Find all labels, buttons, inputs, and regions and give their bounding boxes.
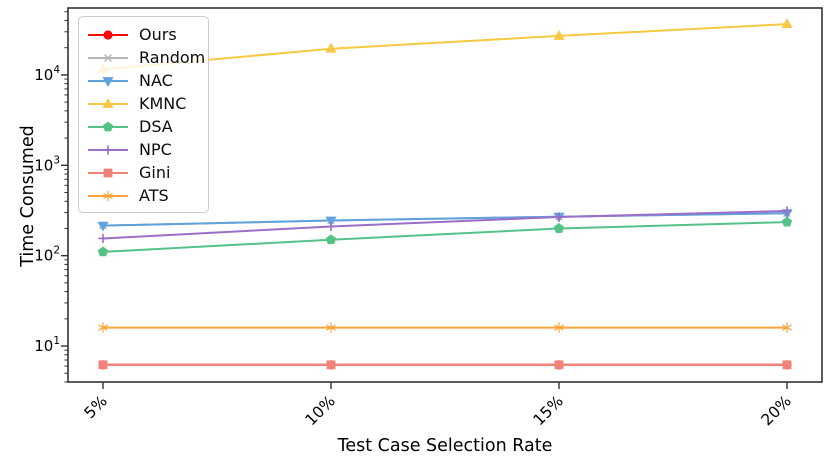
- series-marker-star-icon: [782, 322, 792, 333]
- x-axis-ticks: 5% 10% 15% 20%: [81, 382, 795, 429]
- series-marker-plus-icon: [554, 212, 564, 222]
- legend-label: Ours: [139, 24, 177, 44]
- series-dsa: [97, 216, 793, 257]
- legend-item-npc: NPC: [86, 138, 202, 161]
- series-marker-plus-icon: [103, 144, 113, 155]
- series-marker-plus-icon: [98, 233, 108, 244]
- legend-swatch: [88, 121, 128, 131]
- series-marker-triangle-up-icon: [553, 30, 565, 40]
- series-line: [102, 23, 788, 71]
- legend-item-kmnc: KMNC: [86, 92, 202, 115]
- y-axis-tick-label: 103: [34, 154, 60, 174]
- series-marker-star-icon: [98, 322, 108, 333]
- legend-item-nac: NAC: [86, 69, 202, 92]
- x-axis-tick-label: 20%: [758, 392, 795, 429]
- series-marker-plus-icon: [326, 221, 336, 232]
- legend-swatch: [88, 190, 128, 201]
- x-axis-label: Test Case Selection Rate: [337, 436, 553, 456]
- series-marker-square-icon: [782, 360, 792, 370]
- series-marker-triangle-down-icon: [325, 216, 337, 227]
- legend-swatch: [88, 76, 128, 87]
- legend-item-ours: Ours: [86, 23, 202, 46]
- y-axis-tick-label: 102: [34, 245, 60, 265]
- series-line: [102, 221, 788, 253]
- legend-item-gini: Gini: [86, 161, 202, 184]
- series-marker-pentagon-icon: [553, 223, 565, 233]
- x-axis-tick-label: 5%: [81, 392, 111, 422]
- legend-label: ATS: [139, 185, 169, 205]
- legend-swatch: [88, 53, 128, 62]
- legend-item-dsa: DSA: [86, 115, 202, 138]
- series-marker-square-icon: [326, 360, 336, 370]
- series-marker-square-icon: [554, 360, 564, 370]
- legend-swatch: [88, 29, 128, 40]
- series-npc: [98, 206, 792, 244]
- y-axis-label: Time Consumed: [18, 125, 38, 267]
- series-marker-square-icon: [103, 168, 113, 177]
- legend-item-random: Random: [86, 46, 206, 69]
- legend-label: Gini: [139, 162, 171, 182]
- series-marker-pentagon-icon: [781, 216, 793, 227]
- legend-swatch: [88, 144, 128, 155]
- x-axis-tick-label: 15%: [530, 392, 567, 429]
- series-marker-plus-icon: [782, 206, 792, 216]
- series-marker-triangle-down-icon: [102, 76, 114, 87]
- y-axis-tick-label: 101: [34, 335, 60, 355]
- series-marker-pentagon-icon: [325, 234, 337, 245]
- y-axis-tick-label: 104: [34, 64, 60, 84]
- series-marker-triangle-up-icon: [325, 42, 337, 53]
- series-marker-star-icon: [103, 190, 113, 201]
- legend-label: NPC: [139, 139, 172, 159]
- series-marker-pentagon-icon: [97, 246, 109, 257]
- series-marker-square-icon: [98, 360, 108, 370]
- series-marker-triangle-down-icon: [97, 221, 109, 232]
- x-axis-tick-label: 10%: [302, 392, 339, 429]
- series-marker-pentagon-icon: [102, 121, 114, 131]
- y-axis-ticks: 101 102 103 104: [34, 11, 68, 383]
- series-marker-x-icon: [104, 53, 112, 62]
- plot-border: [67, 7, 823, 383]
- legend-label: Random: [139, 47, 206, 67]
- legend-label: KMNC: [139, 93, 187, 113]
- legend: Ours Random NAC KMNC DSA NPC Gini ATS: [78, 16, 209, 213]
- legend-label: NAC: [139, 70, 173, 90]
- series-gini: [98, 360, 792, 370]
- series-marker-star-icon: [326, 322, 336, 333]
- series-line: [102, 212, 788, 227]
- series-marker-circle-icon: [103, 29, 113, 40]
- legend-swatch: [88, 97, 128, 108]
- legend-swatch: [88, 168, 128, 177]
- series-marker-triangle-up-icon: [102, 97, 114, 108]
- legend-item-ats: ATS: [86, 184, 202, 207]
- legend-label: DSA: [139, 116, 173, 136]
- series-marker-star-icon: [554, 322, 564, 333]
- series-marker-triangle-up-icon: [781, 18, 793, 28]
- series-ats: [98, 322, 792, 333]
- series-line: [102, 210, 788, 240]
